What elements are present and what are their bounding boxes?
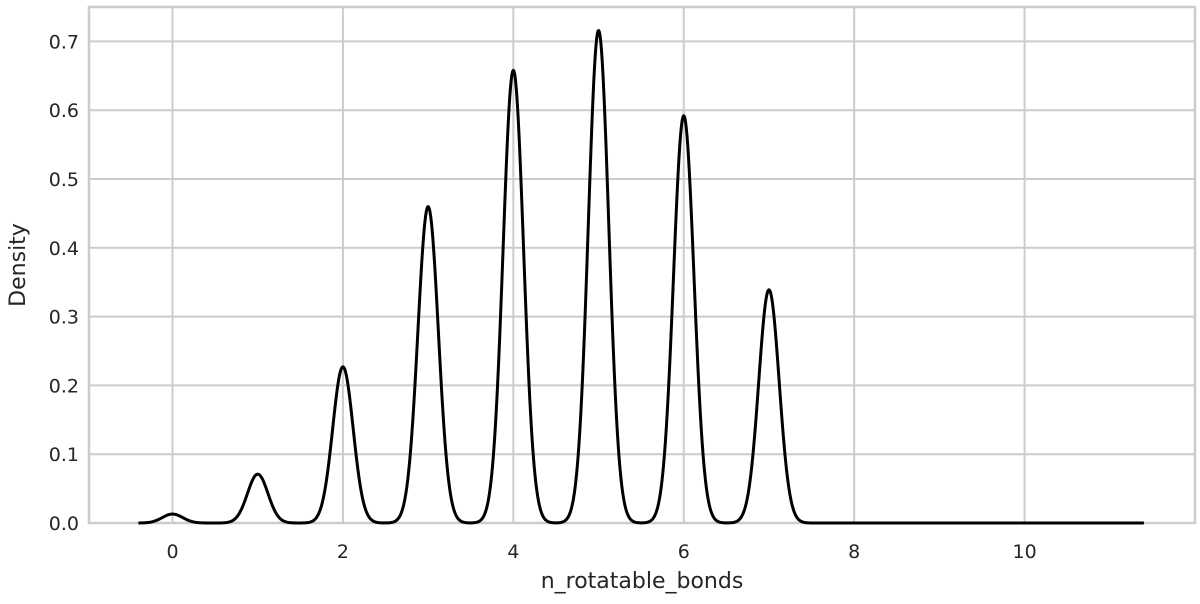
x-tick-label: 8 [848,541,860,563]
x-axis-label: n_rotatable_bonds [541,569,744,594]
y-tick-label: 0.4 [49,238,79,260]
x-tick-label: 6 [678,541,690,563]
y-tick-label: 0.1 [49,444,79,466]
y-tick-label: 0.3 [49,307,79,329]
tick-labels: 0 2 4 6 8 10 0.0 0.1 0.2 0.3 0.4 0.5 0.6 0.7 [49,31,1037,563]
y-tick-label: 0.5 [49,169,79,191]
y-axis-label: Density [6,223,31,307]
y-tick-label: 0.7 [49,31,79,53]
grid [89,7,1195,524]
y-tick-label: 0.2 [49,375,79,397]
x-tick-label: 0 [166,541,178,563]
plot-frame [87,5,1197,525]
density-line [137,29,1145,525]
y-tick-label: 0.6 [49,100,79,122]
x-tick-label: 10 [1012,541,1036,563]
x-tick-label: 4 [507,541,519,563]
y-tick-label: 0.0 [49,513,79,535]
x-tick-label: 2 [337,541,349,563]
